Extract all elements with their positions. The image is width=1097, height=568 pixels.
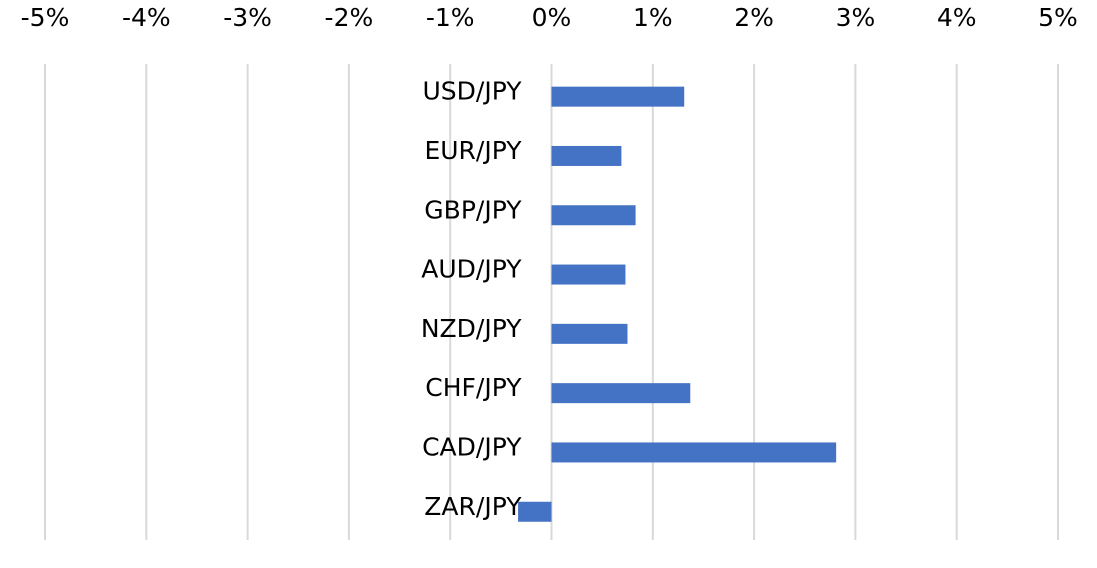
x-tick-label: -2% bbox=[325, 3, 374, 32]
x-tick-label: 0% bbox=[532, 3, 572, 32]
category-label: USD/JPY bbox=[422, 77, 522, 106]
bar-usd-jpy bbox=[551, 86, 685, 107]
x-tick-label: -3% bbox=[223, 3, 272, 32]
category-label: EUR/JPY bbox=[424, 136, 522, 165]
category-label: CHF/JPY bbox=[425, 373, 522, 402]
bar-nzd-jpy bbox=[551, 323, 628, 344]
x-axis-tick-labels: -5% -4% -3% -2% -1% 0% 1% 2% 3% 4% 5% bbox=[21, 3, 1078, 32]
x-tick-label: -4% bbox=[122, 3, 171, 32]
bar-cad-jpy bbox=[551, 442, 837, 463]
bars bbox=[518, 86, 837, 522]
bar-zar-jpy bbox=[518, 501, 552, 522]
bar-chf-jpy bbox=[551, 383, 691, 404]
x-tick-label: 5% bbox=[1038, 3, 1078, 32]
x-tick-label: 1% bbox=[633, 3, 673, 32]
x-tick-label: -1% bbox=[426, 3, 475, 32]
bar-gbp-jpy bbox=[551, 205, 636, 226]
category-label: ZAR/JPY bbox=[424, 492, 522, 521]
x-tick-label: 3% bbox=[836, 3, 876, 32]
bar-aud-jpy bbox=[551, 264, 626, 285]
category-label: GBP/JPY bbox=[424, 195, 522, 224]
category-label: CAD/JPY bbox=[422, 432, 522, 461]
x-tick-label: 2% bbox=[734, 3, 774, 32]
x-tick-label: 4% bbox=[937, 3, 977, 32]
bar-eur-jpy bbox=[551, 145, 622, 166]
category-label: AUD/JPY bbox=[421, 255, 522, 284]
gridlines bbox=[44, 64, 1059, 540]
x-tick-label: -5% bbox=[21, 3, 70, 32]
category-labels: USD/JPY EUR/JPY GBP/JPY AUD/JPY NZD/JPY CHF/J… bbox=[421, 77, 522, 521]
category-label: NZD/JPY bbox=[421, 314, 522, 343]
